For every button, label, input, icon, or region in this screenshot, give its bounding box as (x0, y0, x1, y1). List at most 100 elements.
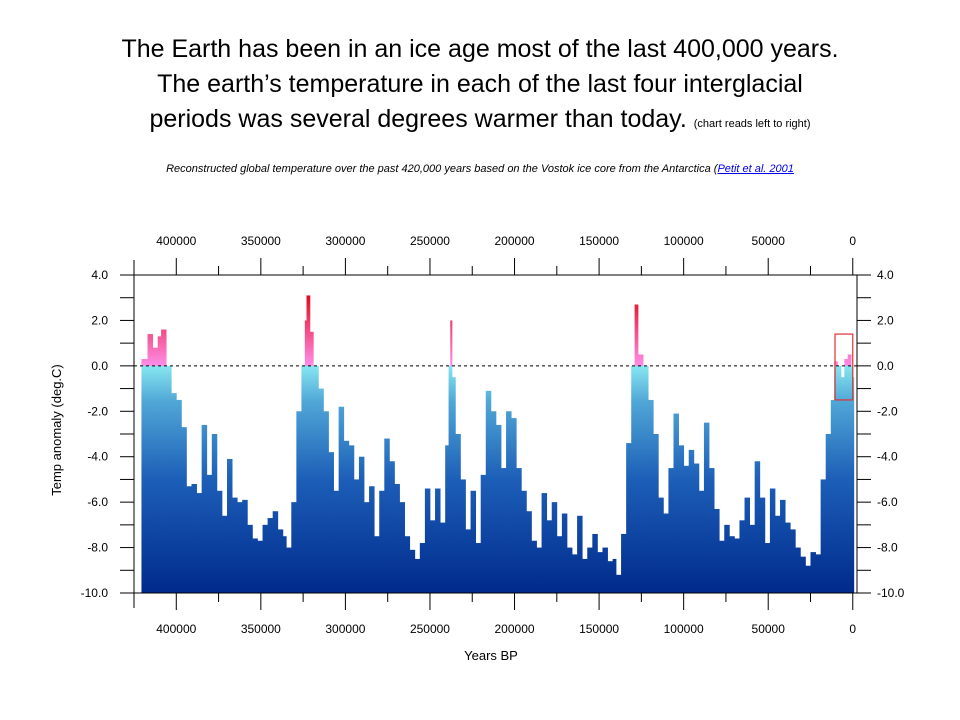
temperature-bar (495, 424, 502, 593)
temperature-bar (191, 483, 197, 593)
temperature-bar (152, 347, 159, 593)
temperature-bar (252, 538, 258, 593)
temperature-bar (795, 547, 801, 593)
temperature-bar (724, 524, 730, 593)
x-tick-label-bottom: 150000 (579, 622, 619, 636)
temperature-bar (201, 424, 208, 593)
x-tick-label-bottom: 100000 (664, 622, 704, 636)
temperature-bar (353, 479, 360, 593)
temperature-bar (282, 536, 287, 593)
temperature-bar (171, 393, 177, 593)
x-axis-label: Years BP (464, 648, 518, 663)
temperature-bar (769, 488, 776, 593)
temperature-bar (739, 520, 745, 593)
temperature-bar (820, 479, 827, 593)
temperature-bar (582, 558, 588, 593)
temperature-bar (485, 390, 492, 593)
temperature-bar (176, 399, 182, 593)
temperature-bar (830, 399, 835, 593)
temperature-bar (399, 502, 405, 593)
x-tick-label-top: 300000 (325, 234, 365, 248)
title-line-3: periods was several degrees warmer than … (0, 102, 960, 142)
temperature-bar (653, 434, 659, 593)
temperature-bar (551, 502, 558, 593)
slide-title: The Earth has been in an ice age most of… (0, 32, 960, 142)
x-tick-label-top: 200000 (495, 234, 535, 248)
temperature-bar (592, 533, 598, 593)
temperature-bar (480, 474, 487, 593)
temperature-bar (607, 561, 614, 593)
temperature-bar (358, 456, 365, 593)
temperature-bar (703, 422, 710, 593)
temperature-bar (424, 488, 431, 593)
temperature-bar (414, 558, 421, 593)
temperature-bar (262, 524, 269, 593)
temperature-bar (805, 565, 811, 593)
temperature-bar (572, 554, 578, 593)
temperature-bar (306, 295, 311, 593)
y-tick-label-right: 0.0 (877, 359, 894, 373)
temperature-bar (506, 411, 512, 593)
citation-link[interactable]: Petit et al. 2001 (717, 163, 794, 175)
x-tick-label-top: 0 (849, 234, 856, 248)
temperature-bar (445, 445, 449, 593)
y-tick-label-right: -8.0 (877, 541, 898, 555)
temperature-bar (516, 468, 522, 593)
temperature-bar (780, 499, 786, 593)
temperature-bar (161, 329, 167, 593)
temperature-bar (693, 463, 700, 593)
temperature-bar (333, 490, 340, 593)
x-tick-label-bottom: 0 (849, 622, 856, 636)
temperature-bar (634, 304, 639, 593)
temperature-bar (206, 474, 213, 593)
temperature-bar (631, 365, 636, 593)
temperature-bar (602, 547, 608, 593)
temperature-bar (531, 540, 537, 593)
temperature-bar (232, 497, 238, 593)
temperature-bar (844, 359, 849, 593)
present-day-highlight-box (834, 333, 854, 401)
temperature-bar (851, 365, 854, 593)
temperature-bar (840, 377, 845, 593)
temperature-bar (141, 359, 148, 593)
temperature-bar (764, 543, 771, 593)
temperature-bar (304, 320, 307, 593)
temperature-bar (369, 486, 375, 593)
temperature-bar (328, 452, 334, 593)
y-tick-label-right: 4.0 (877, 268, 894, 282)
y-tick-label-left: 4.0 (91, 268, 108, 282)
y-tick-label-right: -6.0 (877, 495, 898, 509)
y-axis-label: Temp anomaly (deg.C) (49, 364, 64, 496)
temperature-bar (186, 486, 192, 593)
temperature-bar (435, 488, 441, 593)
temperature-bar (714, 508, 720, 593)
temperature-bar (419, 543, 426, 593)
temperature-bar (637, 354, 644, 593)
temperature-bar (734, 538, 740, 593)
temperature-bar (277, 529, 284, 593)
temperature-bar (612, 558, 617, 593)
temperature-bar (286, 547, 292, 593)
temperature-bar (343, 440, 350, 593)
title-note: (chart reads left to right) (693, 118, 811, 130)
temperature-bar (658, 497, 664, 593)
temperature-bar (296, 411, 302, 593)
title-line-2: The earth’s temperature in each of the l… (157, 70, 803, 98)
temperature-bar (242, 499, 248, 593)
y-tick-label-left: -8.0 (87, 541, 108, 555)
temperature-bar (448, 365, 451, 593)
temperature-bar (754, 461, 761, 593)
x-tick-label-bottom: 200000 (495, 622, 535, 636)
temperature-bar (301, 365, 306, 593)
y-tick-label-left: -6.0 (87, 495, 108, 509)
temperature-bar (536, 547, 542, 593)
x-tick-label-top: 250000 (410, 234, 450, 248)
temperature-bar (521, 490, 527, 593)
temperature-bar (785, 522, 791, 593)
temperature-bar (790, 529, 796, 593)
temperature-bar (181, 427, 187, 593)
temperature-bar (379, 490, 385, 593)
temperature-bar (323, 411, 329, 593)
x-tick-label-top: 50000 (752, 234, 786, 248)
temperature-bar (475, 543, 482, 593)
